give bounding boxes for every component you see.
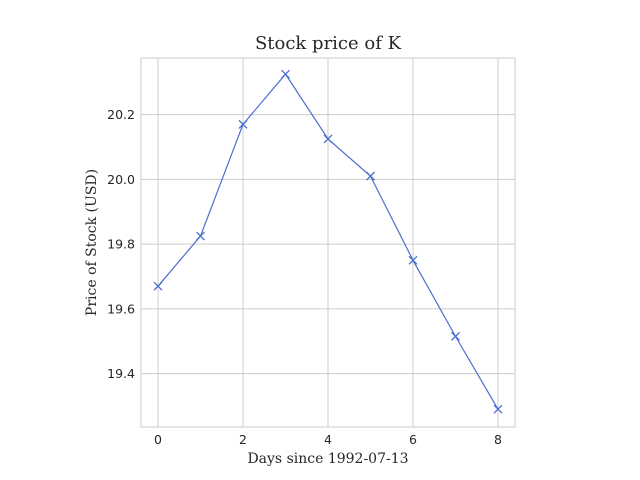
- y-tick-label: 19.4: [107, 366, 135, 381]
- data-point-marker: [366, 171, 375, 181]
- x-tick-label: 0: [154, 432, 162, 447]
- data-point-marker: [451, 331, 460, 341]
- x-tick-label: 6: [409, 432, 417, 447]
- tick-layer: 0 2 4 6 8 19.4 19.6 19.8 20.0 20.2: [107, 107, 502, 447]
- x-tick-label: 8: [494, 432, 502, 447]
- series-layer: [153, 69, 503, 414]
- data-point-marker: [153, 281, 163, 291]
- x-tick-label: 4: [324, 432, 332, 447]
- y-tick-label: 19.6: [107, 301, 135, 316]
- chart-title: Stock price of K: [255, 33, 402, 54]
- y-tick-label: 20.2: [107, 107, 135, 122]
- y-axis-label: Price of Stock (USD): [84, 169, 100, 316]
- grid: [141, 58, 515, 427]
- data-point-marker: [281, 69, 290, 79]
- data-point-marker: [323, 134, 333, 144]
- x-axis-label: Days since 1992-07-13: [247, 451, 408, 467]
- data-point-marker: [408, 255, 418, 265]
- data-point-marker: [238, 119, 248, 129]
- plot-frame: [140, 57, 516, 428]
- y-tick-label: 20.0: [107, 172, 135, 187]
- data-point-marker: [196, 231, 205, 241]
- data-point-marker: [493, 404, 503, 414]
- x-tick-label: 2: [239, 432, 247, 447]
- y-tick-label: 19.8: [107, 237, 135, 252]
